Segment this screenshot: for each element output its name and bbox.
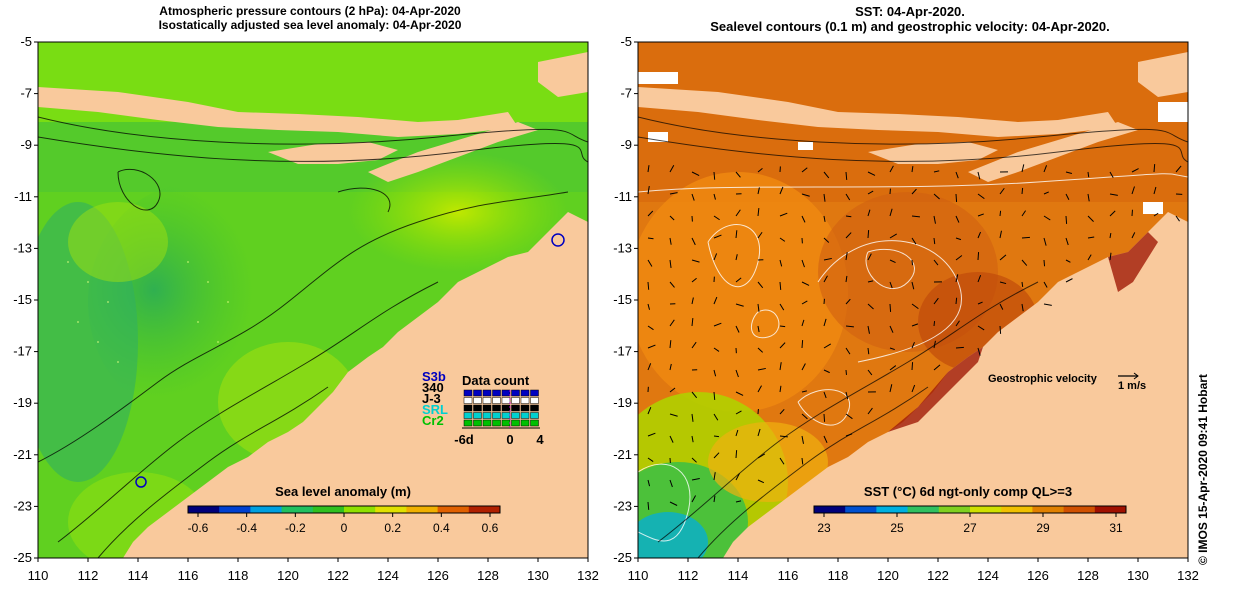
velocity-arrow <box>1021 187 1024 195</box>
velocity-arrow <box>1153 164 1156 173</box>
x-axis-label: 114 <box>128 568 149 583</box>
y-axis-label: -5 <box>620 34 632 49</box>
y-axis-label: -19 <box>613 395 632 410</box>
velocity-arrow <box>955 193 958 202</box>
velocity-arrow <box>713 435 720 438</box>
right-title-line2: Sealevel contours (0.1 m) and geostrophi… <box>710 19 1110 34</box>
y-axis-label: -13 <box>613 240 632 255</box>
x-axis-label: 112 <box>78 568 99 583</box>
velocity-arrow <box>955 297 958 305</box>
y-axis-label: -9 <box>20 137 32 152</box>
left-title-line2: Isostatically adjusted sea level anomaly… <box>158 18 462 32</box>
velocity-arrow <box>823 413 826 422</box>
velocity-arrow <box>1087 171 1090 178</box>
y-axis-label: -17 <box>13 344 32 359</box>
y-axis-label: -19 <box>13 395 32 410</box>
x-axis-label: 122 <box>927 568 949 583</box>
x-axis-label: 118 <box>228 568 249 583</box>
left-map-title: Atmospheric pressure contours (2 hPa): 0… <box>120 4 500 32</box>
y-axis-label: -21 <box>13 447 32 462</box>
right-title-line1: SST: 04-Apr-2020. <box>855 4 965 19</box>
y-axis-label: -7 <box>620 86 632 101</box>
sst-map[interactable] <box>638 42 1188 558</box>
velocity-arrow <box>801 340 804 349</box>
y-axis-label: -25 <box>613 550 632 565</box>
y-axis-label: -5 <box>20 34 32 49</box>
x-axis-label: 132 <box>577 568 599 583</box>
velocity-arrow <box>977 252 980 261</box>
y-axis-label: -23 <box>13 498 32 513</box>
x-axis-label: 126 <box>427 568 449 583</box>
right-map-title: SST: 04-Apr-2020. Sealevel contours (0.1… <box>620 4 1200 34</box>
x-axis-label: 128 <box>477 568 499 583</box>
x-axis-label: 130 <box>1127 568 1149 583</box>
y-axis-label: -23 <box>613 498 632 513</box>
x-axis-label: 124 <box>977 568 999 583</box>
velocity-arrow <box>933 320 936 327</box>
velocity-arrow <box>735 450 738 459</box>
velocity-arrow <box>911 362 914 371</box>
x-axis-label: 116 <box>778 568 799 583</box>
velocity-arrow <box>647 501 650 510</box>
velocity-arrow <box>867 230 870 239</box>
sea-level-anomaly-map[interactable] <box>38 42 588 558</box>
y-axis-label: -11 <box>614 189 632 204</box>
credit-text: © IMOS 15-Apr-2020 09:41 Hobart <box>1196 374 1210 565</box>
x-axis-label: 112 <box>678 568 699 583</box>
x-axis-label: 124 <box>377 568 399 583</box>
y-axis-label: -15 <box>613 292 632 307</box>
x-axis-label: 120 <box>277 568 299 583</box>
y-axis-label: -9 <box>620 137 632 152</box>
velocity-arrow <box>845 215 852 218</box>
velocity-arrow <box>999 210 1002 217</box>
x-axis-label: 110 <box>28 568 49 583</box>
x-axis-label: 130 <box>527 568 549 583</box>
y-axis-label: -21 <box>613 447 632 462</box>
x-axis-label: 126 <box>1027 568 1049 583</box>
velocity-arrow <box>955 346 964 349</box>
velocity-arrow <box>1021 281 1024 288</box>
y-axis-label: -15 <box>13 292 32 307</box>
x-axis-label: 122 <box>327 568 349 583</box>
y-axis-label: -13 <box>13 240 32 255</box>
x-axis-label: 116 <box>178 568 199 583</box>
x-axis-label: 120 <box>877 568 899 583</box>
velocity-arrow <box>1065 215 1068 224</box>
x-axis-label: 118 <box>828 568 849 583</box>
velocity-arrow <box>889 303 892 312</box>
y-axis-label: -7 <box>20 86 32 101</box>
y-axis-label: -11 <box>14 189 32 204</box>
x-axis-label: 110 <box>628 568 649 583</box>
velocity-arrow <box>713 171 716 180</box>
velocity-arrow <box>1021 236 1030 239</box>
y-axis-label: -25 <box>13 550 32 565</box>
velocity-arrow <box>779 325 786 328</box>
velocity-arrow <box>647 281 650 290</box>
y-axis-label: -17 <box>613 344 632 359</box>
x-axis-label: 132 <box>1177 568 1199 583</box>
x-axis-label: 128 <box>1077 568 1099 583</box>
velocity-arrow <box>999 325 1002 334</box>
left-title-line1: Atmospheric pressure contours (2 hPa): 0… <box>159 4 461 18</box>
x-axis-label: 114 <box>728 568 749 583</box>
velocity-arrow <box>1043 259 1046 267</box>
